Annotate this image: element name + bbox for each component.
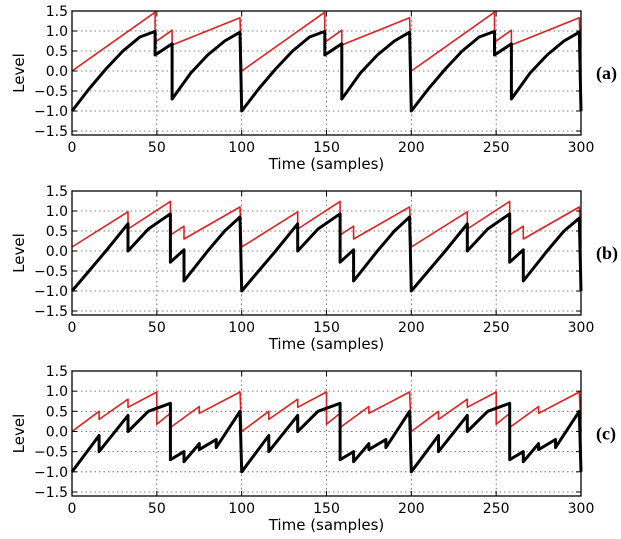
x-tick-label: 250 xyxy=(483,140,510,156)
panel-tag-label: (c) xyxy=(596,424,616,445)
y-tick-label: 1.0 xyxy=(46,24,68,40)
x-tick-label: 300 xyxy=(568,501,595,517)
panel-b: 0 50 100 150 200 250 300 1.5 1.0 0.5 0.0 −0.5 −1.0 −1… xyxy=(10,184,618,353)
x-tick-label: 100 xyxy=(228,140,255,156)
panel-a: 0 50 100 150 200 250 300 1.5 1.0 0.5 0.0 −0.5 −1.0 −1… xyxy=(10,4,617,173)
x-tick-label: 0 xyxy=(68,320,77,336)
y-tick-label: 1.0 xyxy=(46,204,68,220)
y-tick-label: −1.0 xyxy=(34,104,68,120)
y-tick-label: 1.5 xyxy=(46,184,68,200)
x-tick-label: 250 xyxy=(483,501,510,517)
panel-c: 0 50 100 150 200 250 300 1.5 1.0 0.5 0.0 −0.5 −1.0 −1… xyxy=(10,364,616,534)
y-axis-label: Level xyxy=(10,233,28,273)
y-tick-label: 0.5 xyxy=(46,404,68,420)
series-red-line xyxy=(71,11,582,72)
x-tick-label: 200 xyxy=(398,140,425,156)
y-tick-label: −1.5 xyxy=(34,485,68,501)
y-tick-label: 1.0 xyxy=(46,384,68,400)
series-black-line xyxy=(70,212,583,293)
y-tick-label: −1.5 xyxy=(34,124,68,140)
y-tick-label: −0.5 xyxy=(34,84,68,100)
x-tick-label: 50 xyxy=(148,140,166,156)
y-tick-label: −1.0 xyxy=(34,284,68,300)
y-tick-label: −1.5 xyxy=(34,304,68,320)
x-tick-label: 300 xyxy=(568,140,595,156)
y-tick-label: 1.5 xyxy=(46,364,68,380)
y-tick-label: 0.5 xyxy=(46,224,68,240)
y-tick-label: −1.0 xyxy=(34,465,68,481)
panel-tag-label: (a) xyxy=(596,63,617,84)
y-axis-label: Level xyxy=(10,414,28,454)
x-tick-label: 50 xyxy=(148,320,166,336)
y-axis-label: Level xyxy=(10,53,28,93)
y-tick-label: 0.5 xyxy=(46,44,68,60)
y-tick-label: 0.0 xyxy=(46,424,68,440)
x-tick-label: 150 xyxy=(313,501,340,517)
x-axis-label: Time (samples) xyxy=(268,155,385,173)
x-tick-label: 300 xyxy=(568,320,595,336)
x-axis-label: Time (samples) xyxy=(268,335,385,353)
y-tick-label: 0.0 xyxy=(46,244,68,260)
panel-tag-label: (b) xyxy=(596,243,618,264)
x-axis-label: Time (samples) xyxy=(268,516,385,534)
y-tick-label: 1.5 xyxy=(46,4,68,20)
x-tick-label: 150 xyxy=(313,140,340,156)
x-tick-label: 200 xyxy=(398,320,425,336)
x-tick-label: 100 xyxy=(228,501,255,517)
series-red-line xyxy=(71,391,582,433)
x-tick-label: 100 xyxy=(228,320,255,336)
y-tick-label: −0.5 xyxy=(34,445,68,461)
x-tick-label: 150 xyxy=(313,320,340,336)
series-black-line xyxy=(70,29,583,113)
y-tick-label: 0.0 xyxy=(46,64,68,80)
x-tick-label: 200 xyxy=(398,501,425,517)
x-tick-label: 250 xyxy=(483,320,510,336)
x-tick-label: 0 xyxy=(68,501,77,517)
y-tick-label: −0.5 xyxy=(34,264,68,280)
x-tick-label: 50 xyxy=(148,501,166,517)
x-tick-label: 0 xyxy=(68,140,77,156)
series-black-line xyxy=(70,401,583,474)
